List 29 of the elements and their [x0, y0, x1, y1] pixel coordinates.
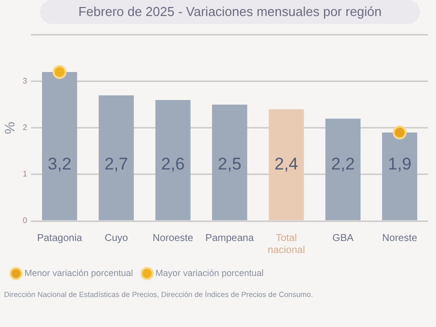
x-tick-label: Noroeste: [152, 232, 194, 244]
bar: [98, 95, 134, 220]
chart-title: Febrero de 2025 - Variaciones mensuales por región: [40, 0, 420, 24]
legend-label: Menor variación porcentual: [24, 268, 134, 278]
x-tick-label: Cuyo: [104, 232, 128, 244]
data-label: 2,4: [274, 154, 298, 174]
bar: [42, 72, 78, 220]
data-label: 1,9: [388, 154, 412, 174]
x-tick-label: Patagonia: [37, 232, 83, 244]
bar: [155, 100, 191, 220]
data-label: 2,7: [104, 154, 128, 174]
data-label: 2,2: [331, 154, 355, 174]
bar: [268, 109, 304, 220]
y-tick-label: 2: [22, 123, 28, 132]
y-tick-label: 1: [22, 170, 28, 179]
x-tick-label: GBA: [332, 232, 354, 244]
bar: [325, 118, 361, 220]
x-tick-label: Pampeana: [205, 232, 254, 244]
x-tick-label: Total nacional: [268, 232, 305, 256]
data-label: 2,6: [161, 154, 185, 174]
bar: [212, 104, 248, 220]
x-tick-label: Noreste: [382, 232, 418, 244]
y-tick-label: 3: [22, 76, 28, 86]
y-tick-label: 0: [22, 216, 28, 226]
y-axis-title: %: [1, 122, 18, 134]
bar: [382, 132, 418, 220]
data-label: 2,5: [218, 154, 242, 174]
data-label: 3,2: [48, 154, 72, 174]
legend-label: Mayor variación porcentual: [156, 268, 264, 278]
